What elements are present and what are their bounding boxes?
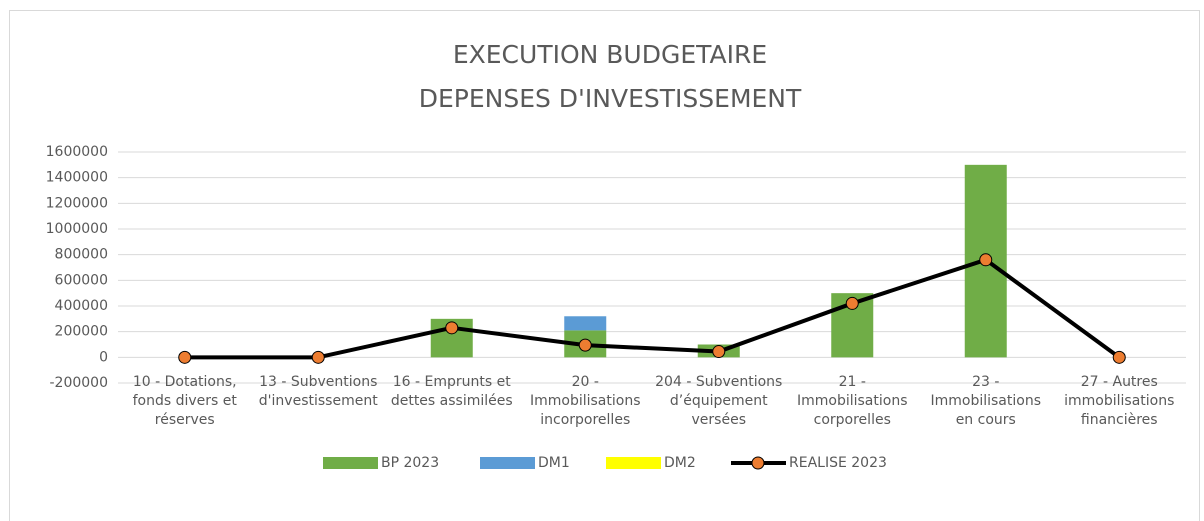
marker (445, 321, 459, 335)
x-tick-label: 20 - Immobilisations incorporelles (529, 374, 641, 428)
x-tick-label: 16 - Emprunts et dettes assimilées (390, 374, 513, 409)
x-tick-label: 21 - Immobilisations corporelles (796, 374, 908, 428)
marker (311, 350, 325, 364)
y-tick-label: 1400000 (46, 170, 108, 186)
y-tick-label: 400000 (55, 298, 108, 314)
legend-label: DM1 (538, 455, 570, 471)
legend-label: REALISE 2023 (789, 455, 887, 471)
legend-swatch (606, 457, 661, 469)
x-tick-label: 27 - Autres immobilisations financières (1064, 374, 1175, 428)
y-tick-label: 1200000 (46, 195, 108, 211)
x-tick-label: 10 - Dotations, fonds divers et réserves (132, 374, 237, 428)
bar (564, 316, 607, 331)
marker (1112, 350, 1126, 364)
legend-label: BP 2023 (381, 455, 439, 471)
y-tick-label: 800000 (55, 247, 108, 263)
y-tick-label: 1600000 (46, 144, 108, 160)
y-tick-label: 1000000 (46, 221, 108, 237)
x-tick-label: 23 - Immobilisations en cours (930, 374, 1041, 428)
y-tick-label: 200000 (55, 324, 108, 340)
y-tick-label: -200000 (50, 375, 109, 391)
marker (712, 345, 726, 359)
chart-title: DEPENSES D'INVESTISSEMENT (419, 84, 802, 113)
x-tick-label: 204 - Subventions d’équipement versées (655, 374, 783, 428)
marker (979, 253, 993, 267)
legend-marker (751, 456, 765, 470)
y-tick-label: 0 (99, 349, 108, 365)
x-tick-label: 13 - Subventions d'investissement (258, 374, 378, 409)
chart-title: EXECUTION BUDGETAIRE (453, 40, 767, 69)
marker (845, 296, 859, 310)
marker (578, 338, 592, 352)
legend-label: DM2 (664, 455, 696, 471)
legend-swatch (323, 457, 378, 469)
marker (178, 350, 192, 364)
y-tick-label: 600000 (55, 272, 108, 288)
line (184, 257, 1121, 360)
legend-swatch (480, 457, 535, 469)
